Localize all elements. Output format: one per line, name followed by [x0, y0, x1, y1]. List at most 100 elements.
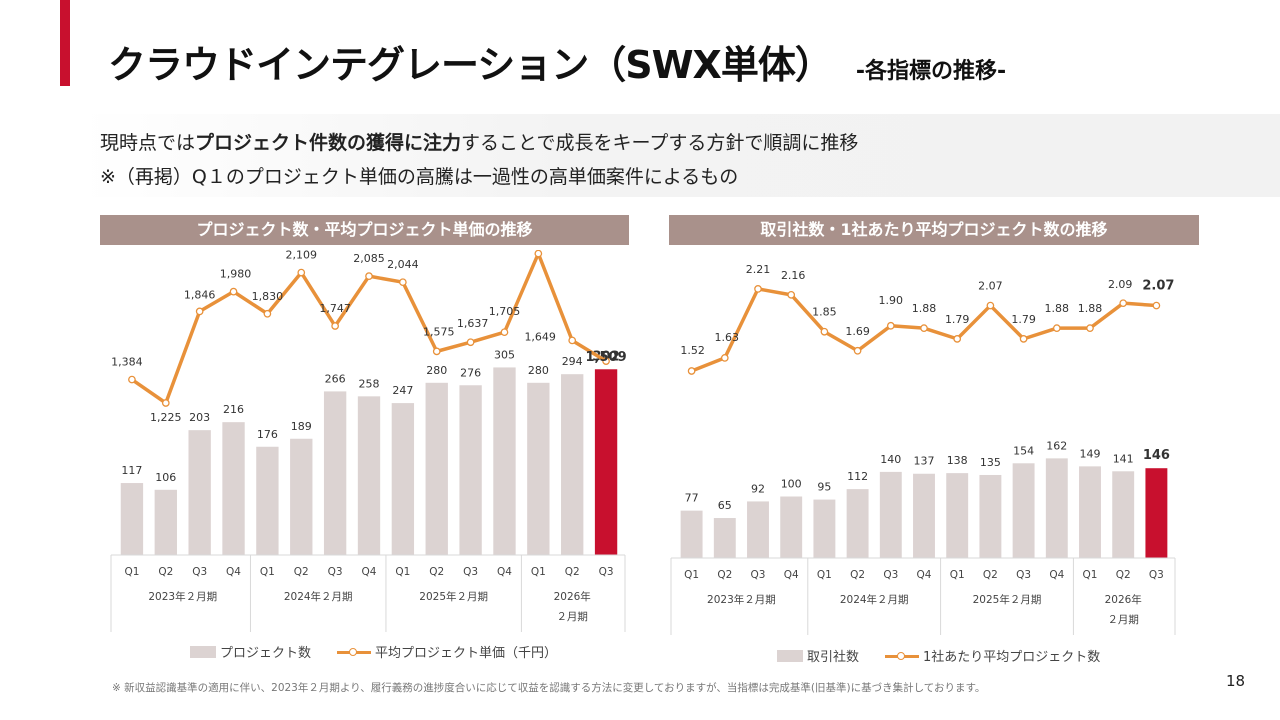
x-tick-label: Q3: [599, 566, 614, 578]
line-value-label: 1,637: [457, 317, 489, 330]
bar-value-label: 112: [847, 470, 868, 483]
x-tick-label: Q1: [1083, 569, 1098, 581]
line-point: [297, 268, 306, 277]
x-tick-label: Q2: [429, 566, 444, 578]
line-value-label: 2.07: [978, 280, 1003, 293]
legend-bar-swatch: [777, 649, 803, 662]
key-message-line-1: 現時点ではプロジェクト件数の獲得に注力することで成長をキープする方針で順調に推移: [100, 128, 858, 155]
bar-value-label: 149: [1080, 447, 1101, 460]
bar: [188, 430, 211, 555]
bar-value-label: 280: [426, 364, 447, 377]
bar: [780, 496, 803, 558]
bar-value-label: 305: [494, 348, 515, 361]
x-group-label: 2023年２月期: [148, 590, 217, 603]
bar: [459, 385, 482, 555]
line-point: [128, 375, 136, 384]
bar: [323, 391, 347, 555]
line-value-label: 1.88: [912, 302, 937, 315]
x-group-label: 2026年: [1105, 593, 1142, 606]
line-value-label: 1,575: [423, 325, 455, 338]
x-tick-label: Q4: [497, 566, 512, 578]
bar-value-label: 106: [155, 471, 176, 484]
x-tick-label: Q1: [531, 566, 546, 578]
bar: [747, 501, 769, 558]
title-accent-bar: [60, 0, 70, 86]
line-point: [161, 399, 170, 407]
line-value-label: 2,085: [353, 252, 385, 265]
bar: [222, 422, 245, 555]
line-value-label: 1.63: [715, 331, 740, 344]
legend-bar-swatch: [190, 645, 216, 658]
bar-value-label: 77: [685, 492, 699, 505]
x-group-label: 2024年２月期: [840, 593, 909, 606]
x-group-label: 2026年: [554, 590, 591, 603]
bar: [357, 396, 381, 555]
bar-value-label: 117: [121, 464, 142, 477]
x-tick-label: Q2: [294, 566, 309, 578]
chart-1-legend: プロジェクト数 平均プロジェクト単価（千円）: [190, 642, 557, 661]
line-value-label: 1.88: [1078, 302, 1103, 315]
line-value-label: 2.07: [1142, 279, 1174, 294]
line-point: [754, 285, 762, 293]
line-point: [687, 367, 696, 375]
x-tick-label: Q2: [565, 566, 580, 578]
bar-value-label: 266: [325, 372, 346, 385]
bar: [493, 367, 516, 555]
x-group-label: 2023年２月期: [707, 593, 776, 606]
x-tick-label: Q2: [158, 566, 173, 578]
bar: [154, 489, 177, 555]
line-value-label: 2,109: [286, 250, 318, 262]
line-value-label: 1.79: [945, 313, 970, 326]
line-point: [399, 278, 407, 287]
x-group-label: 2025年２月期: [419, 590, 488, 603]
x-tick-label: Q4: [784, 569, 799, 581]
line-point: [263, 309, 272, 318]
bar: [979, 474, 1002, 558]
msg-emphasis: プロジェクト件数の獲得に注力: [195, 132, 462, 154]
bar-value-label: 146: [1143, 448, 1170, 463]
page-title-text: クラウドインテグレーション（SWX単体）: [108, 43, 833, 87]
line-value-label: 1.88: [1045, 302, 1070, 315]
bar: [391, 403, 415, 555]
legend-line-swatch: [337, 646, 372, 658]
line-point: [500, 328, 509, 337]
bar: [527, 382, 550, 555]
chart-projects: 117 106 203 216 176 189 266 258 247 280 276 305 280 2…: [110, 250, 627, 632]
legend-label: 取引社数: [807, 650, 860, 665]
line-point: [602, 357, 610, 365]
line-value-label: 1,846: [184, 288, 216, 301]
line-point: [1052, 324, 1061, 333]
bar-value-label: 162: [1046, 439, 1067, 452]
line-point: [853, 346, 862, 355]
line-point: [195, 307, 204, 316]
line-point: [1119, 299, 1128, 308]
bar-value-label: 258: [359, 377, 380, 390]
line-point: [720, 354, 729, 362]
bar: [425, 382, 448, 555]
x-tick-label: Q1: [817, 569, 832, 581]
chart-2-legend: 取引社数 1社あたり平均プロジェクト数: [777, 646, 1100, 665]
bar-value-label: 247: [392, 384, 413, 397]
key-message-line-2: ※（再掲）Q１のプロジェクト単価の高騰は一過性の高単価案件によるもの: [100, 166, 739, 188]
chart-2-title: 取引社数・1社あたり平均プロジェクト数の推移: [669, 215, 1199, 245]
bar-value-label: 276: [460, 366, 481, 379]
msg-text: することで成長をキープする方針で順調に推移: [461, 132, 859, 154]
x-tick-label: Q4: [362, 566, 377, 578]
bar: [1079, 466, 1101, 558]
key-message-box: [80, 114, 1280, 197]
line-point: [886, 321, 895, 330]
x-tick-label: Q1: [950, 569, 965, 581]
bar: [1045, 458, 1068, 558]
bar: [120, 483, 144, 555]
x-tick-label: Q1: [124, 566, 139, 578]
line-point: [820, 327, 829, 336]
bar-value-label: 302: [592, 349, 619, 364]
bar: [813, 499, 836, 558]
bar-highlight: [1145, 468, 1168, 558]
bar-value-label: 137: [914, 455, 935, 468]
bar: [561, 374, 584, 555]
x-tick-label: Q2: [983, 569, 998, 581]
bar-value-label: 135: [980, 456, 1001, 469]
bar-value-label: 189: [291, 420, 312, 433]
bar-highlight: [594, 369, 618, 555]
